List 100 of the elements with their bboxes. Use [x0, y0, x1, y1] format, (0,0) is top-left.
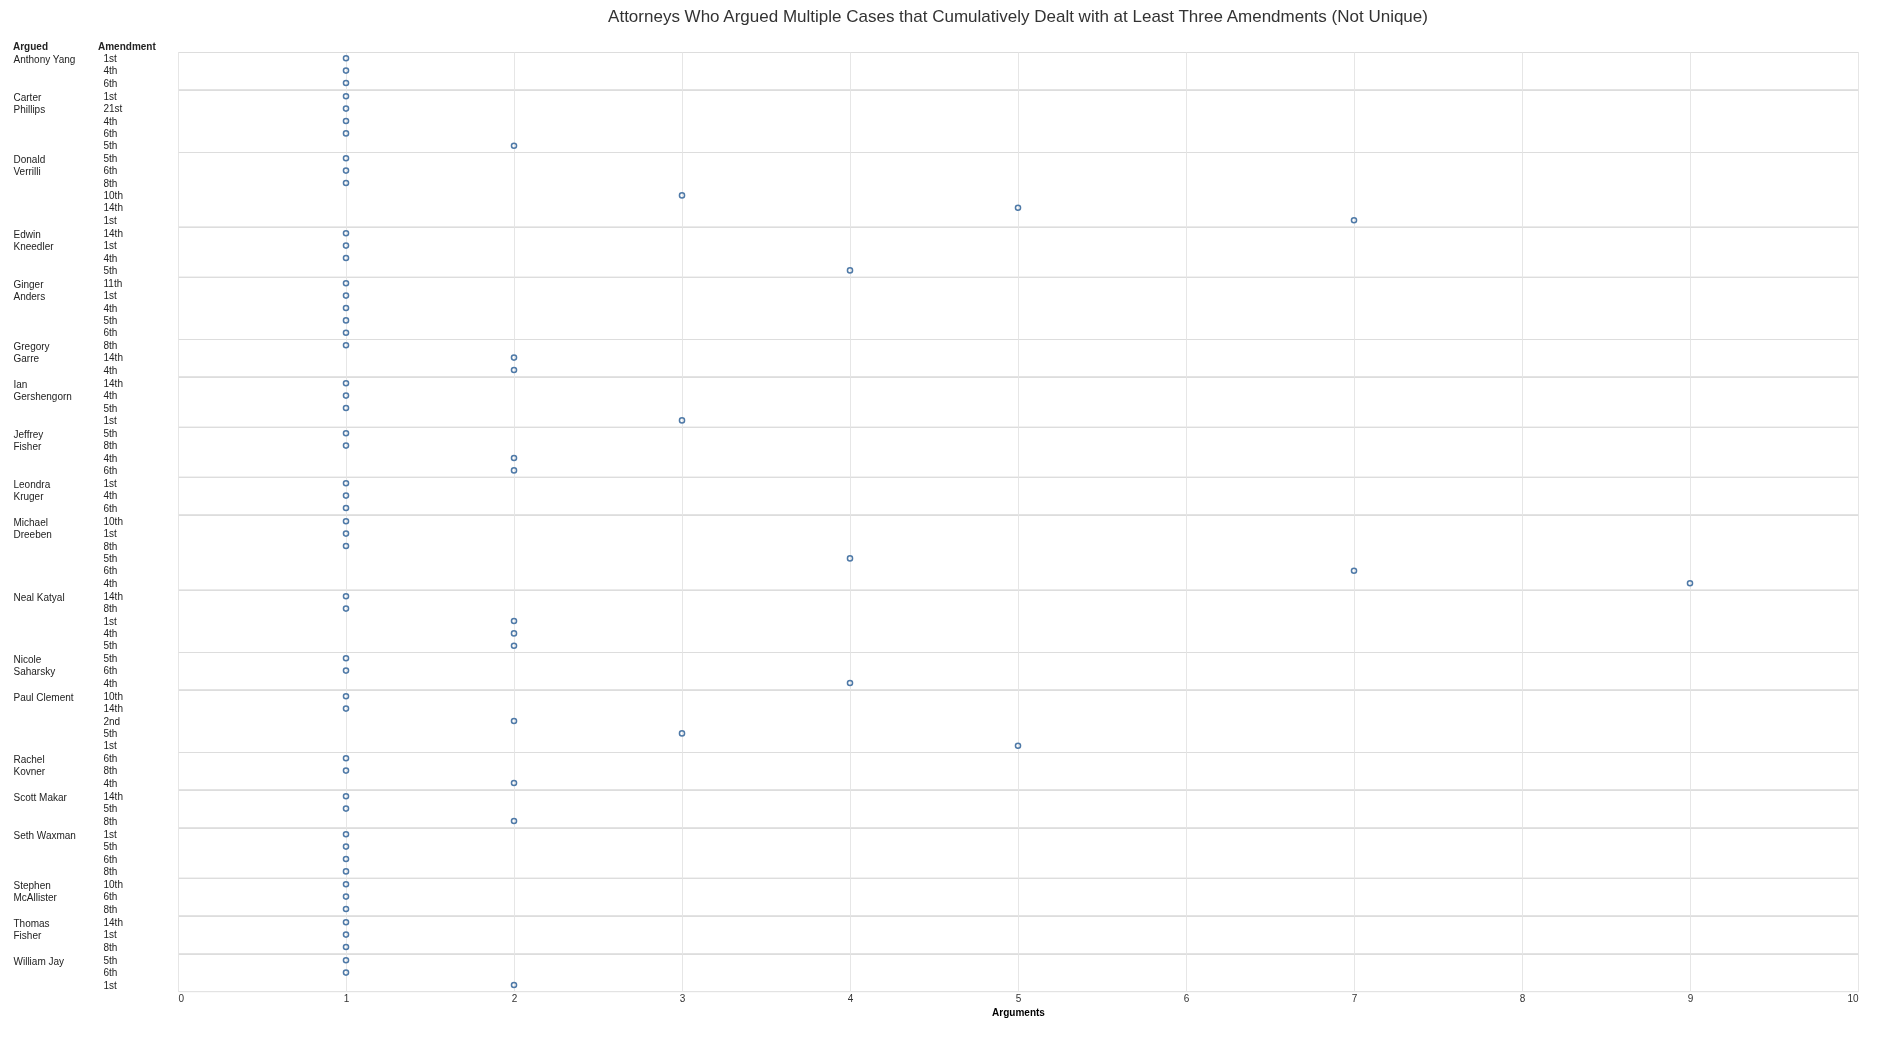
y-axis-title: Neal Katyal — [13, 591, 65, 603]
y-tick-label: 4th — [103, 677, 118, 689]
y-tick-label: 6th — [103, 853, 118, 865]
x-axis-title: Arguments — [992, 1006, 1046, 1018]
x-tick-label: 6 — [1183, 992, 1190, 1004]
y-tick-label: 8th — [103, 815, 118, 827]
y-tick-label: 6th — [103, 77, 118, 89]
y-tick-label: 14th — [103, 227, 123, 239]
y-axis-title: Ian Gershengorn — [13, 378, 72, 402]
y-axis-title: Rachel Kovner — [13, 753, 46, 777]
point — [1686, 579, 1694, 587]
y-tick-label: 10th — [103, 189, 123, 201]
y-tick-label: 1st — [103, 477, 118, 489]
y-tick-label: 1st — [103, 90, 118, 102]
y-tick-label: 8th — [103, 177, 118, 189]
y-tick-label: 1st — [103, 52, 118, 64]
x-tick-label: 4 — [847, 992, 854, 1004]
point — [342, 705, 350, 712]
y-tick-label: 1st — [103, 240, 118, 252]
y-axis-title: Leondra Kruger — [13, 478, 51, 502]
point — [342, 154, 350, 162]
y-tick-label: 8th — [103, 903, 118, 915]
y-tick-label: 5th — [103, 727, 118, 739]
y-tick-label: 5th — [103, 552, 118, 564]
y-tick-label: 4th — [103, 364, 118, 376]
y-tick-label: 8th — [103, 865, 118, 877]
point — [342, 167, 350, 174]
y-tick-label: 4th — [103, 577, 118, 589]
y-axis-title: Stephen McAllister — [13, 879, 58, 903]
y-tick-label: 5th — [103, 427, 118, 439]
point — [342, 530, 350, 537]
y-tick-label: 4th — [103, 777, 118, 789]
y-tick-label: 6th — [103, 464, 118, 476]
y-tick-label: 4th — [103, 302, 118, 314]
x-tick-label: 3 — [679, 992, 686, 1004]
y-tick-label: 4th — [103, 627, 118, 639]
y-tick-label: 10th — [103, 690, 123, 702]
y-tick-label: 4th — [103, 490, 118, 502]
y-tick-label: 4th — [103, 252, 118, 264]
x-tick-label: 0 — [178, 992, 185, 1004]
x-tick-label: 1 — [343, 992, 350, 1004]
y-tick-label: 5th — [103, 140, 118, 152]
y-axis-title: Gregory Garre — [13, 340, 50, 364]
y-tick-label: 4th — [103, 452, 118, 464]
point — [678, 730, 686, 737]
y-tick-label: 1st — [103, 828, 118, 840]
text: Amendment — [98, 41, 157, 52]
point — [342, 517, 350, 525]
y-tick-label: 8th — [103, 339, 118, 351]
y-tick-label: 6th — [103, 127, 118, 139]
y-tick-label: 6th — [103, 327, 118, 339]
y-tick-label: 10th — [103, 515, 123, 527]
y-tick-label: 6th — [103, 967, 118, 979]
y-axis-title: Jeffrey Fisher — [13, 428, 44, 452]
x-tick-label: 7 — [1351, 992, 1358, 1004]
y-tick-label: 8th — [103, 540, 118, 552]
y-tick-label: 4th — [103, 390, 118, 402]
x-tick-label: 8 — [1519, 992, 1526, 1004]
point — [1014, 742, 1022, 750]
y-tick-label: 1st — [103, 740, 118, 752]
y-tick-label: 5th — [103, 640, 118, 652]
y-tick-label: 8th — [103, 941, 118, 953]
x-tick-label: 2 — [511, 992, 518, 1004]
y-axis-title: Anthony Yang — [13, 53, 76, 65]
y-tick-label: 14th — [103, 590, 123, 602]
y-axis-title: Paul Clement — [13, 691, 74, 703]
y-tick-label: 6th — [103, 565, 118, 577]
y-tick-label: 5th — [103, 152, 118, 164]
y-axis-title: Ginger Anders — [13, 278, 46, 302]
point — [342, 692, 350, 700]
point — [1350, 567, 1358, 575]
y-axis-title: Michael Dreeben — [13, 516, 52, 540]
y-axis-title: Seth Waxman — [13, 829, 76, 841]
y-tick-label: 14th — [103, 377, 123, 389]
y-tick-label: 8th — [103, 440, 118, 452]
y-tick-label: 6th — [103, 165, 118, 177]
point — [1350, 216, 1358, 224]
y-tick-label: 1st — [103, 979, 118, 991]
y-tick-label: 5th — [103, 841, 118, 853]
y-tick-label: 5th — [103, 803, 118, 815]
y-tick-label: 1st — [103, 414, 118, 426]
y-tick-label: 21st — [103, 103, 123, 115]
y-tick-label: 6th — [103, 752, 118, 764]
y-tick-label: 11th — [103, 277, 123, 289]
y-tick-label: 6th — [103, 665, 118, 677]
y-tick-label: 4th — [103, 115, 118, 127]
y-axis-title: Carter Phillips — [13, 91, 46, 115]
y-tick-label: 5th — [103, 314, 118, 326]
y-tick-label: 10th — [103, 878, 123, 890]
y-axis-title: Scott Makar — [13, 791, 68, 803]
y-tick-label: 14th — [103, 352, 123, 364]
y-tick-label: 1st — [103, 214, 118, 226]
x-tick-label: 5 — [1015, 992, 1022, 1004]
y-tick-label: 8th — [103, 765, 118, 777]
y-tick-label: 14th — [103, 202, 123, 214]
y-tick-label: 1st — [103, 290, 118, 302]
y-tick-label: 2nd — [103, 715, 121, 727]
y-tick-label: 5th — [103, 264, 118, 276]
y-tick-label: 5th — [103, 402, 118, 414]
y-axis-title: Thomas Fisher — [13, 917, 50, 941]
